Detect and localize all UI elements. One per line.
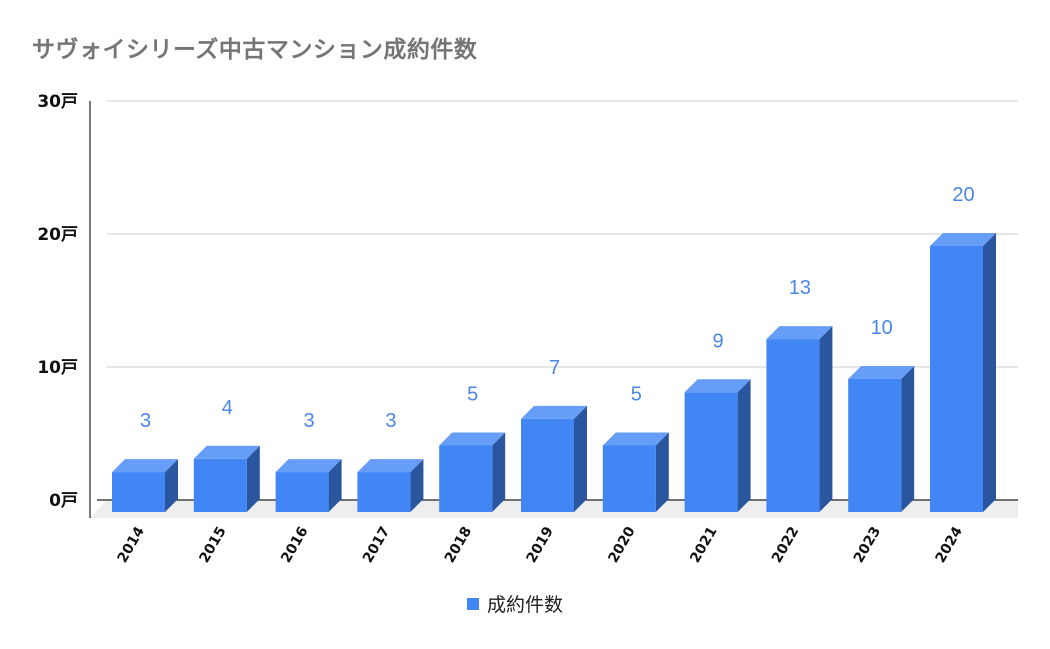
bar-2021 — [684, 392, 738, 512]
bar-side — [328, 459, 342, 512]
x-tick-label: 2019 — [524, 524, 557, 566]
value-label: 9 — [713, 330, 724, 352]
bar-2016 — [275, 472, 329, 512]
x-tick-label: 2020 — [605, 524, 638, 566]
x-tick-label: 2018 — [442, 524, 475, 566]
x-tick-label: 2016 — [278, 524, 311, 566]
bar-side — [737, 379, 751, 512]
legend-swatch-icon — [467, 597, 479, 610]
bar-top — [357, 459, 424, 473]
y-tick-label: 10戸 — [37, 358, 78, 378]
bar-side — [165, 459, 178, 512]
bar-top — [848, 366, 915, 379]
bar-side — [492, 432, 506, 512]
x-tick-label: 2014 — [115, 524, 148, 566]
bar-side — [655, 432, 669, 512]
bar-top — [193, 445, 260, 459]
bar-top — [439, 432, 506, 446]
bar-side — [246, 445, 260, 512]
bar-2015 — [193, 458, 247, 512]
x-tick-label: 2021 — [687, 524, 720, 566]
value-label: 3 — [304, 410, 315, 432]
bar-side — [410, 459, 424, 512]
value-label: 10 — [871, 317, 893, 339]
y-tick-label: 20戸 — [37, 225, 78, 245]
bar-top — [521, 405, 587, 419]
bar-side — [983, 233, 996, 512]
x-tick-label: 2015 — [196, 524, 229, 566]
bar-top — [112, 459, 178, 473]
x-tick-label: 2017 — [360, 524, 393, 566]
bar-2019 — [521, 418, 574, 512]
bar-top — [766, 326, 833, 340]
value-label: 4 — [222, 397, 233, 419]
bar-top — [602, 432, 669, 446]
value-label: 5 — [467, 384, 478, 406]
bar-side — [574, 405, 587, 512]
bar-2018 — [439, 445, 493, 512]
x-tick-label: 2023 — [851, 524, 884, 566]
bar-2022 — [766, 339, 820, 512]
value-label: 13 — [789, 277, 811, 299]
bar-2014 — [112, 472, 165, 512]
value-label: 7 — [549, 357, 560, 379]
chart-title: サヴォイシリーズ中古マンション成約件数 — [32, 37, 478, 63]
legend[interactable]: 成約件数 — [467, 590, 563, 617]
bar-2017 — [357, 472, 411, 512]
bar-side — [819, 326, 833, 512]
bar-side — [901, 366, 915, 512]
bar-2024 — [930, 246, 983, 512]
y-tick-label: 30戸 — [37, 92, 78, 112]
value-label: 3 — [385, 410, 396, 432]
value-label: 3 — [140, 410, 151, 432]
bar-top — [275, 459, 342, 473]
legend-label: 成約件数 — [487, 594, 564, 616]
y-tick-label: 0戸 — [49, 491, 78, 511]
x-tick-label: 2022 — [769, 524, 802, 566]
bar-2020 — [602, 445, 656, 512]
bar-top — [684, 379, 751, 393]
bar-2023 — [848, 379, 902, 512]
value-label: 5 — [631, 384, 642, 406]
x-tick-label: 2024 — [933, 524, 966, 566]
bar-top — [930, 233, 996, 246]
value-label: 20 — [952, 184, 974, 206]
